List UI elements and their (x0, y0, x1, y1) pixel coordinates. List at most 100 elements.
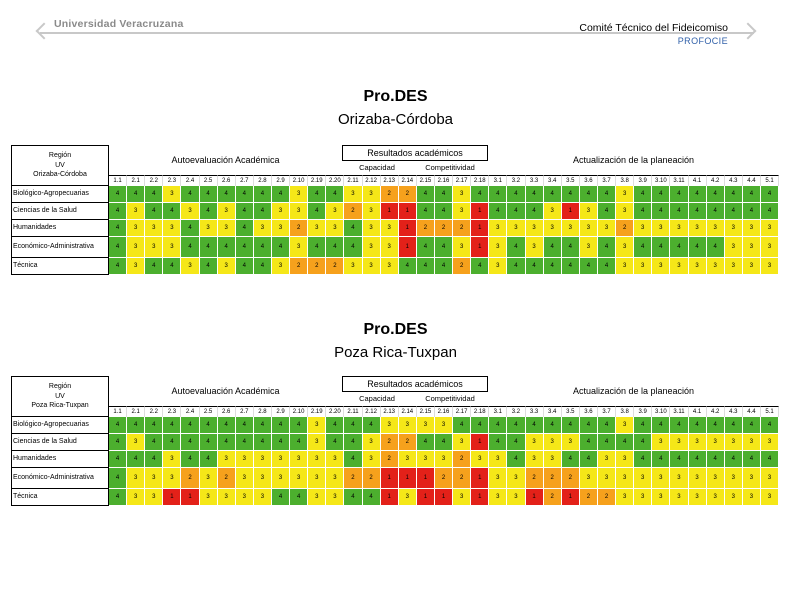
score-cell: 4 (181, 434, 200, 451)
indicator-code: 3.1 (489, 406, 508, 417)
score-cell: 4 (579, 434, 598, 451)
score-cell: 4 (579, 451, 598, 468)
score-cell: 4 (253, 258, 272, 275)
score-cell: 1 (398, 468, 417, 489)
score-cell: 4 (145, 451, 164, 468)
score-cell: 4 (235, 186, 254, 203)
score-cell: 4 (561, 417, 580, 434)
score-cell: 3 (453, 203, 472, 220)
score-cell: 3 (742, 237, 761, 258)
score-cell: 1 (471, 237, 490, 258)
score-cell: 4 (199, 186, 218, 203)
score-cell: 4 (217, 434, 236, 451)
score-cell: 3 (199, 489, 218, 506)
indicator-code: 3.6 (579, 406, 598, 417)
score-cell: 1 (471, 220, 490, 237)
subgroup-competitividad: Competitividad (425, 394, 475, 403)
table-row: Ciencias de la Salud 4 3 4 4 4 4 4 4 4 4 4 3 4 4 3 2 2 4 4 3… (11, 434, 780, 451)
score-cell: 2 (181, 468, 200, 489)
indicator-code: 2.17 (453, 175, 472, 186)
score-cell: 3 (706, 468, 725, 489)
score-cell: 4 (507, 417, 526, 434)
score-cell: 4 (597, 237, 617, 258)
subgroup-capacidad: Capacidad (359, 163, 395, 172)
score-cell: 4 (344, 220, 363, 237)
score-cell: 3 (217, 489, 236, 506)
score-cell: 4 (597, 203, 617, 220)
score-cell: 1 (181, 489, 200, 506)
section-2-subtitle: Poza Rica-Tuxpan (334, 344, 457, 361)
score-cell: 3 (398, 451, 417, 468)
score-cell: 4 (507, 451, 526, 468)
score-cell: 3 (326, 468, 345, 489)
score-cell: 3 (489, 468, 508, 489)
indicator-code: 4.2 (706, 175, 725, 186)
score-cell: 3 (742, 489, 761, 506)
indicator-code: 2.18 (471, 406, 490, 417)
score-cell: 3 (380, 220, 399, 237)
score-cell: 1 (416, 489, 435, 506)
section-1-title: Pro.DES (363, 88, 428, 105)
score-cell: 4 (597, 417, 617, 434)
score-cell: 1 (416, 468, 435, 489)
score-cell: 4 (434, 203, 454, 220)
score-cell: 4 (416, 186, 435, 203)
score-cell: 3 (362, 237, 381, 258)
row-label: Humanidades (11, 220, 109, 237)
region-label-line: UV (55, 392, 65, 400)
score-cell: 3 (597, 468, 617, 489)
score-cell: 3 (398, 489, 417, 506)
score-cell: 2 (579, 489, 598, 506)
score-cell: 3 (670, 434, 689, 451)
indicator-code: 1.1 (109, 175, 128, 186)
score-cell: 3 (127, 220, 146, 237)
score-cell: 3 (434, 417, 454, 434)
row-label: Técnica (11, 489, 109, 506)
score-cell: 4 (742, 417, 761, 434)
indicator-code: 2.6 (217, 406, 236, 417)
score-cell: 1 (398, 203, 417, 220)
indicator-code: 2.17 (453, 406, 472, 417)
score-cell: 3 (579, 237, 598, 258)
score-cell: 4 (271, 489, 291, 506)
score-cell: 2 (344, 468, 363, 489)
score-cell: 3 (217, 258, 236, 275)
table-body: Biológico-Agropecuarias 4 4 4 3 4 4 4 4 4 4 3 4 4 3 3 2 2… (11, 186, 780, 275)
indicator-code: 3.3 (525, 406, 544, 417)
chevron-right-icon (739, 22, 757, 40)
score-cell: 1 (398, 237, 417, 258)
score-cell: 3 (543, 434, 562, 451)
indicator-code: 3.8 (616, 406, 635, 417)
score-cell: 3 (507, 220, 526, 237)
score-cell: 1 (471, 203, 490, 220)
indicator-code: 2.3 (163, 406, 182, 417)
score-cell: 3 (616, 468, 635, 489)
indicator-code: 2.20 (326, 406, 345, 417)
score-cell: 2 (398, 434, 417, 451)
table-row: Biológico-Agropecuarias 4 4 4 4 4 4 4 4 4 4 4 3 4 4 4 3 3… (11, 417, 780, 434)
score-cell: 3 (326, 489, 345, 506)
indicator-code: 3.8 (616, 175, 635, 186)
score-cell: 3 (525, 220, 544, 237)
score-cell: 3 (362, 220, 381, 237)
score-cell: 3 (670, 258, 689, 275)
score-cell: 3 (271, 203, 291, 220)
indicator-code: 2.12 (362, 175, 381, 186)
score-cell: 4 (489, 186, 508, 203)
indicator-code: 2.7 (235, 406, 254, 417)
region-label-line: Poza Rica-Tuxpan (31, 402, 89, 409)
score-cell: 4 (434, 186, 454, 203)
score-cell: 3 (416, 417, 435, 434)
score-cell: 4 (634, 434, 653, 451)
indicator-code: 2.15 (416, 406, 435, 417)
score-cell: 4 (199, 237, 218, 258)
score-cell: 3 (688, 258, 707, 275)
score-cell: 4 (688, 186, 707, 203)
score-cell: 3 (163, 468, 182, 489)
indicator-code: 2.20 (326, 175, 345, 186)
score-cell: 1 (398, 220, 417, 237)
score-cell: 4 (326, 434, 345, 451)
score-cell: 4 (271, 237, 291, 258)
